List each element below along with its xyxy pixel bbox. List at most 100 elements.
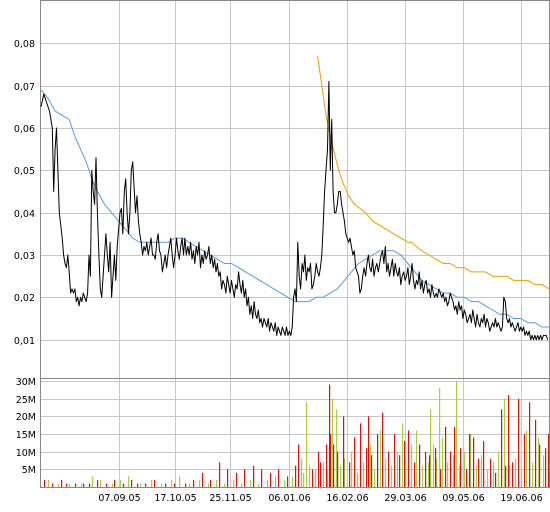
volume-bar-down bbox=[399, 455, 401, 487]
volume-bar-up bbox=[250, 479, 252, 487]
volume-bar-down bbox=[227, 469, 229, 487]
volume-bar-down bbox=[524, 434, 526, 487]
volume-bar-down bbox=[145, 483, 147, 487]
volume-bar-down bbox=[137, 483, 139, 487]
price-y-tick-label: 0,04 bbox=[14, 209, 35, 220]
volume-bar-down bbox=[440, 469, 442, 487]
volume-bar-up bbox=[112, 483, 114, 487]
volume-bar-up bbox=[323, 462, 325, 487]
volume-bar-up bbox=[442, 437, 444, 487]
volume-bar-up bbox=[58, 483, 60, 487]
volume-bar-up bbox=[241, 483, 243, 487]
volume-bar-up bbox=[456, 381, 458, 487]
volume-bar-up bbox=[526, 430, 528, 487]
volume-bar-down bbox=[131, 479, 133, 487]
volume-x-tick-label: 17.10.05 bbox=[154, 493, 196, 504]
volume-bar-down bbox=[508, 395, 510, 487]
volume-bar-down bbox=[61, 479, 63, 487]
volume-bar-down bbox=[388, 451, 390, 487]
volume-bar-down bbox=[404, 441, 406, 487]
volume-bar-up bbox=[306, 402, 308, 487]
volume-bar-down bbox=[83, 483, 85, 487]
price-chart-panel: 0,010,020,030,040,050,060,070,08 07.09.0… bbox=[14, 0, 550, 400]
volume-bar-up bbox=[433, 444, 435, 487]
volume-x-tick-label: 19.06.06 bbox=[500, 493, 542, 504]
volume-bar-down bbox=[454, 426, 456, 487]
volume-bar-down bbox=[278, 469, 280, 487]
volume-bar-down bbox=[343, 416, 345, 487]
volume-bar-down bbox=[270, 472, 272, 487]
volume-bar-up bbox=[521, 469, 523, 487]
volume-bar-down bbox=[174, 483, 176, 487]
volume-bar-up bbox=[48, 479, 50, 487]
volume-bar-down bbox=[333, 444, 335, 487]
volume-bar-up bbox=[370, 444, 372, 487]
volume-bar-up bbox=[464, 451, 466, 487]
volume-bar-down bbox=[408, 430, 410, 487]
volume-bar-up bbox=[208, 483, 210, 487]
volume-bar-down bbox=[505, 465, 507, 487]
volume-bar-up bbox=[81, 483, 83, 487]
volume-bar-up bbox=[292, 476, 294, 487]
volume-bar-down bbox=[368, 416, 370, 487]
volume-x-tick-label: 07.09.05 bbox=[98, 493, 140, 504]
volume-x-tick-label: 16.02.06 bbox=[326, 493, 368, 504]
volume-bar-down bbox=[202, 472, 204, 487]
volume-bar-down bbox=[394, 434, 396, 487]
price-y-tick-label: 0,01 bbox=[14, 336, 35, 347]
volume-bar-down bbox=[44, 479, 46, 487]
volume-bar-down bbox=[512, 462, 514, 487]
volume-bar-down bbox=[354, 437, 356, 487]
volume-bar-up bbox=[380, 430, 382, 487]
volume-bar-up bbox=[428, 462, 430, 487]
volume-y-tick-label: 20M bbox=[16, 412, 36, 423]
volume-bar-up bbox=[391, 465, 393, 487]
price-series-lines bbox=[40, 55, 550, 341]
volume-bar-down bbox=[66, 483, 68, 487]
volume-bar-up bbox=[224, 483, 226, 487]
volume-x-axis-labels: 07.09.05 17.10.05 25.11.05 06.01.06 16.02.06… bbox=[98, 493, 542, 504]
volume-bar-down bbox=[539, 444, 541, 487]
volume-bar-up bbox=[476, 465, 478, 487]
volume-y-tick-label: 10M bbox=[16, 448, 36, 459]
volume-bar-up bbox=[315, 469, 317, 487]
volume-bar-up bbox=[430, 409, 432, 487]
volume-bar-up bbox=[303, 472, 305, 487]
volume-bar-down bbox=[210, 479, 212, 487]
price-y-axis-labels: 0,01 0,02 0,03 0,04 0,05 0,06 0,07 0,08 bbox=[14, 39, 35, 347]
volume-bar-down bbox=[366, 448, 368, 487]
volume-bar-up bbox=[284, 479, 286, 487]
volume-bar-up bbox=[397, 451, 399, 487]
volume-x-tick-label: 25.11.05 bbox=[209, 493, 251, 504]
volume-bar-down bbox=[97, 479, 99, 487]
volume-bar-down bbox=[165, 483, 167, 487]
volume-bar-down bbox=[261, 469, 263, 487]
volume-bars bbox=[44, 381, 550, 487]
volume-bar-up bbox=[498, 451, 500, 487]
volume-bar-down bbox=[473, 437, 475, 487]
volume-bar-down bbox=[548, 434, 550, 487]
volume-bar-down bbox=[312, 469, 314, 487]
volume-bar-down bbox=[429, 455, 431, 487]
volume-bar-down bbox=[75, 483, 77, 487]
volume-bar-up bbox=[459, 465, 461, 487]
volume-x-tick-label: 09.05.06 bbox=[442, 493, 484, 504]
volume-bar-up bbox=[92, 476, 94, 487]
volume-bar-down bbox=[435, 448, 437, 487]
volume-bar-up bbox=[301, 458, 303, 487]
volume-bar-down bbox=[445, 426, 447, 487]
volume-bar-up bbox=[453, 455, 455, 487]
volume-bar-up bbox=[439, 388, 441, 487]
price-y-tick-label: 0,05 bbox=[14, 166, 35, 177]
moving-average-line bbox=[40, 89, 549, 328]
volume-bar-down bbox=[425, 451, 427, 487]
volume-bar-down bbox=[460, 448, 462, 487]
volume-bar-up bbox=[493, 462, 495, 487]
volume-bar-down bbox=[114, 479, 116, 487]
volume-y-tick-label: 25M bbox=[16, 395, 36, 406]
volume-y-tick-label: 15M bbox=[16, 430, 36, 441]
volume-bar-down bbox=[330, 434, 332, 487]
volume-bar-up bbox=[416, 430, 418, 487]
volume-bar-up bbox=[69, 483, 71, 487]
